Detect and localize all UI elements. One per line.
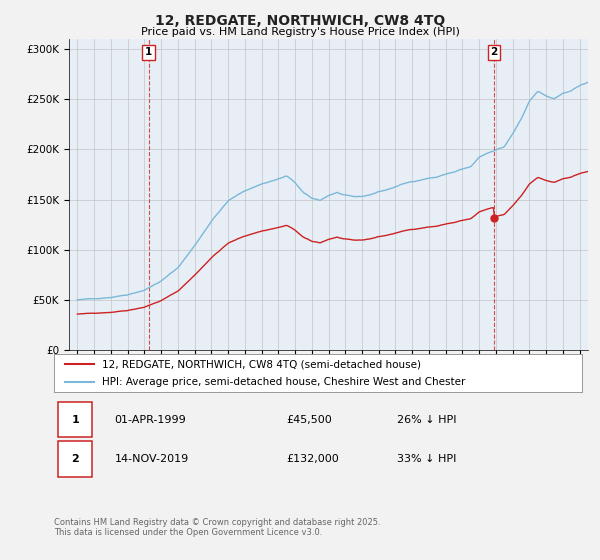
FancyBboxPatch shape <box>58 441 92 477</box>
FancyBboxPatch shape <box>58 402 92 437</box>
Text: 2: 2 <box>490 47 497 57</box>
Text: 1: 1 <box>145 47 152 57</box>
Text: 01-APR-1999: 01-APR-1999 <box>115 414 187 424</box>
Text: 12, REDGATE, NORTHWICH, CW8 4TQ: 12, REDGATE, NORTHWICH, CW8 4TQ <box>155 14 445 28</box>
Text: 33% ↓ HPI: 33% ↓ HPI <box>397 454 457 464</box>
Text: £45,500: £45,500 <box>286 414 332 424</box>
Text: 2: 2 <box>71 454 79 464</box>
Text: Contains HM Land Registry data © Crown copyright and database right 2025.
This d: Contains HM Land Registry data © Crown c… <box>54 518 380 538</box>
Text: HPI: Average price, semi-detached house, Cheshire West and Chester: HPI: Average price, semi-detached house,… <box>101 377 465 387</box>
Text: 26% ↓ HPI: 26% ↓ HPI <box>397 414 457 424</box>
Text: 12, REDGATE, NORTHWICH, CW8 4TQ (semi-detached house): 12, REDGATE, NORTHWICH, CW8 4TQ (semi-de… <box>101 359 421 369</box>
Text: 1: 1 <box>71 414 79 424</box>
Text: £132,000: £132,000 <box>286 454 339 464</box>
Text: 14-NOV-2019: 14-NOV-2019 <box>115 454 189 464</box>
Text: Price paid vs. HM Land Registry's House Price Index (HPI): Price paid vs. HM Land Registry's House … <box>140 27 460 37</box>
